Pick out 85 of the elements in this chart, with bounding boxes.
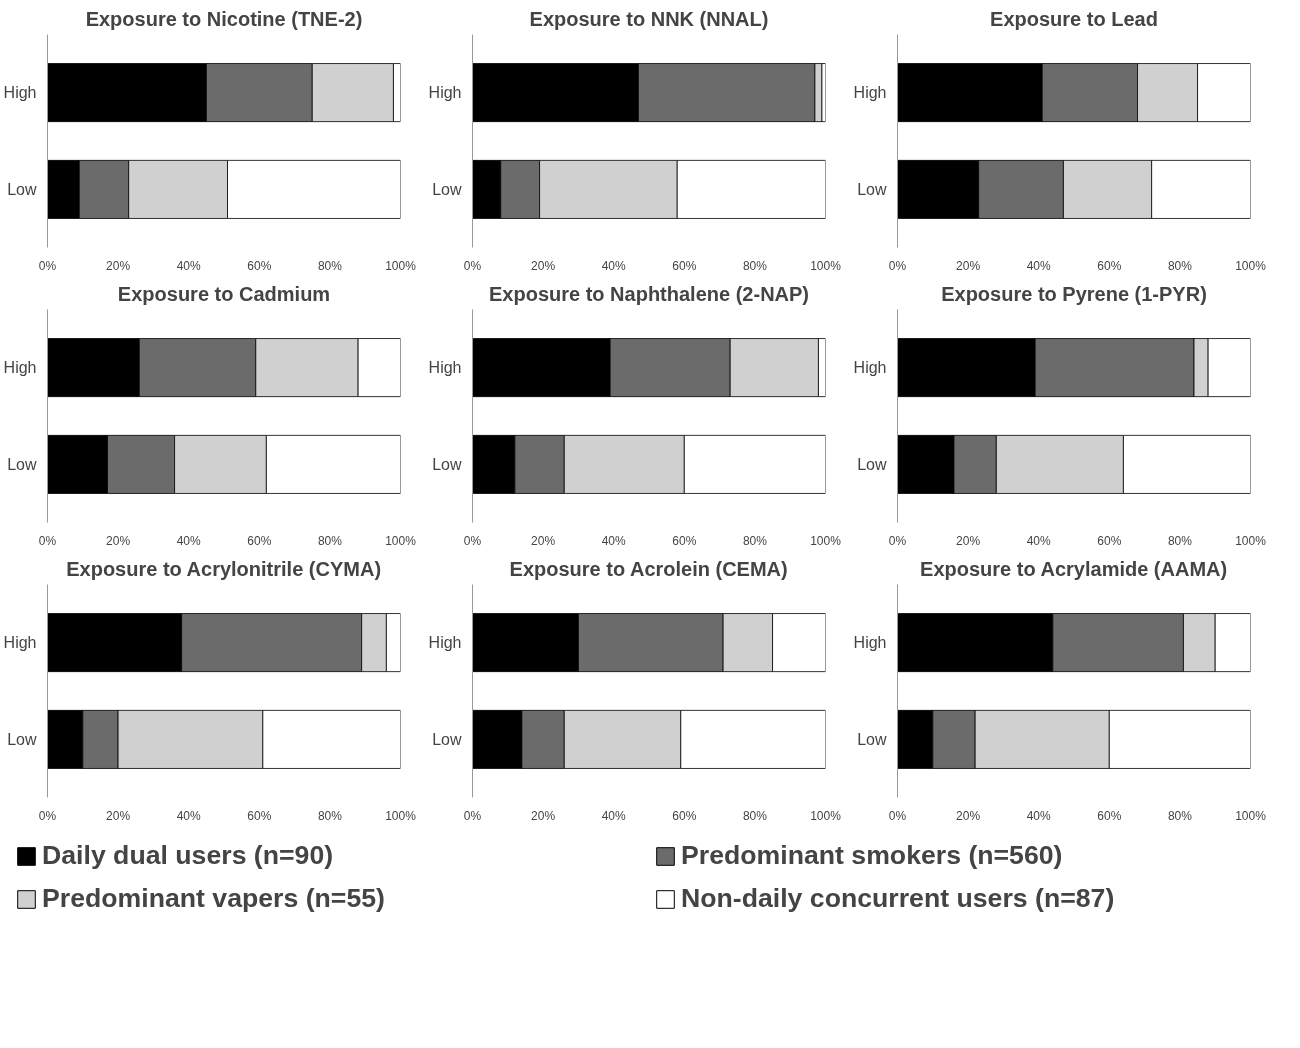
chart-title: Exposure to NNK (NNAL)	[529, 7, 769, 30]
x-tick-label: 20%	[956, 258, 981, 273]
x-tick-label: 60%	[672, 808, 697, 823]
y-tick-label: Low	[432, 730, 462, 748]
x-tick-label: 80%	[317, 533, 343, 548]
x-tick-label: 60%	[247, 533, 272, 548]
legend-label: Predominant smokers (n=560)	[681, 840, 1064, 871]
x-tick-label: 40%	[1026, 808, 1052, 823]
x-tick-label: 80%	[317, 808, 343, 823]
y-tick-label: High	[853, 84, 887, 102]
x-tick-label: 100%	[1235, 808, 1267, 823]
x-tick-label: 40%	[176, 533, 202, 548]
x-tick-label: 20%	[106, 533, 131, 548]
chart-title: Exposure to Naphthalene (2-NAP)	[488, 282, 810, 305]
x-tick-label: 20%	[531, 258, 556, 273]
x-tick-label: 80%	[317, 258, 343, 273]
x-tick-label: 0%	[888, 808, 907, 823]
x-tick-label: 80%	[1167, 258, 1193, 273]
x-tick-label: 20%	[531, 533, 556, 548]
x-tick-label: 100%	[810, 258, 842, 273]
x-tick-label: 60%	[247, 808, 272, 823]
y-tick-label: Low	[432, 455, 462, 473]
x-tick-label: 0%	[888, 533, 907, 548]
x-tick-label: 20%	[106, 258, 131, 273]
x-tick-label: 100%	[1235, 258, 1267, 273]
chart-title: Exposure to Pyrene (1-PYR)	[941, 282, 1207, 305]
x-tick-label: 60%	[672, 533, 697, 548]
x-tick-label: 80%	[1167, 533, 1193, 548]
y-tick-label: High	[3, 634, 37, 652]
x-tick-label: 100%	[385, 258, 417, 273]
x-tick-label: 100%	[810, 533, 842, 548]
y-tick-label: Low	[857, 455, 887, 473]
x-tick-label: 80%	[742, 533, 768, 548]
x-tick-label: 100%	[385, 533, 417, 548]
chart-title: Exposure to Nicotine (TNE-2)	[85, 7, 363, 30]
x-tick-label: 40%	[601, 808, 627, 823]
x-tick-label: 100%	[385, 808, 417, 823]
y-tick-label: Low	[857, 730, 887, 748]
x-tick-label: 0%	[463, 258, 482, 273]
chart-title: Exposure to Acrolein (CEMA)	[509, 557, 788, 580]
y-tick-label: High	[853, 634, 887, 652]
y-tick-label: Low	[432, 180, 462, 198]
x-tick-label: 0%	[888, 258, 907, 273]
x-tick-label: 80%	[742, 808, 768, 823]
y-tick-label: High	[428, 84, 462, 102]
x-tick-label: 0%	[38, 808, 57, 823]
chart-title: Exposure to Acrylamide (AAMA)	[920, 557, 1228, 580]
y-tick-label: High	[428, 359, 462, 377]
y-tick-label: High	[853, 359, 887, 377]
x-tick-label: 0%	[463, 533, 482, 548]
y-tick-label: Low	[7, 455, 37, 473]
y-tick-label: High	[428, 634, 462, 652]
x-tick-label: 80%	[1167, 808, 1193, 823]
legend-label: Non-daily concurrent users (n=87)	[681, 883, 1116, 914]
x-tick-label: 40%	[601, 533, 627, 548]
x-tick-label: 40%	[1026, 258, 1052, 273]
x-tick-label: 20%	[531, 808, 556, 823]
legend-label: Predominant vapers (n=55)	[42, 883, 386, 914]
x-tick-label: 80%	[742, 258, 768, 273]
chart-title: Exposure to Lead	[990, 7, 1158, 30]
chart-title: Exposure to Cadmium	[117, 282, 331, 305]
legend-label: Daily dual users (n=90)	[42, 840, 335, 871]
x-tick-label: 20%	[956, 533, 981, 548]
x-tick-label: 40%	[176, 258, 202, 273]
x-tick-label: 40%	[176, 808, 202, 823]
x-tick-label: 20%	[956, 808, 981, 823]
x-tick-label: 20%	[106, 808, 131, 823]
x-tick-label: 0%	[38, 258, 57, 273]
x-tick-label: 60%	[1097, 808, 1122, 823]
x-tick-label: 60%	[672, 258, 697, 273]
x-tick-label: 60%	[1097, 258, 1122, 273]
x-tick-label: 0%	[463, 808, 482, 823]
y-tick-label: Low	[7, 180, 37, 198]
y-tick-label: Low	[7, 730, 37, 748]
x-tick-label: 40%	[1026, 533, 1052, 548]
x-tick-label: 60%	[1097, 533, 1122, 548]
chart-title: Exposure to Acrylonitrile (CYMA)	[66, 557, 382, 580]
y-tick-label: High	[3, 84, 37, 102]
x-tick-label: 100%	[1235, 533, 1267, 548]
x-tick-label: 40%	[601, 258, 627, 273]
x-tick-label: 60%	[247, 258, 272, 273]
x-tick-label: 0%	[38, 533, 57, 548]
y-tick-label: Low	[857, 180, 887, 198]
x-tick-label: 100%	[810, 808, 842, 823]
y-tick-label: High	[3, 359, 37, 377]
